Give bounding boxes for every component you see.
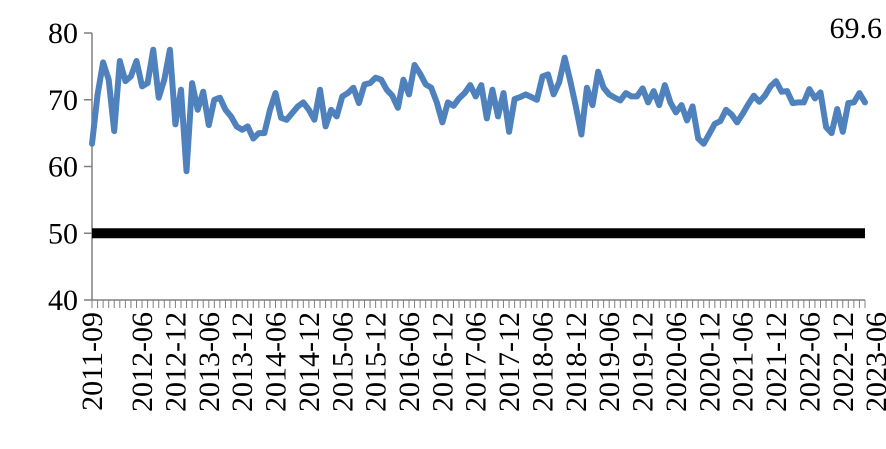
x-tick-label: 2018-06 — [526, 312, 559, 412]
x-tick-label: 2015-12 — [360, 312, 393, 412]
x-tick-label: 2022-12 — [827, 312, 860, 412]
x-tick-label: 2013-06 — [193, 312, 226, 412]
x-tick-label: 2015-06 — [326, 312, 359, 412]
x-tick-label: 2017-06 — [460, 312, 493, 412]
x-tick-label: 2020-06 — [660, 312, 693, 412]
x-tick-label: 2017-12 — [493, 312, 526, 412]
x-tick-label: 2018-12 — [560, 312, 593, 412]
x-tick-label: 2019-12 — [627, 312, 660, 412]
last-value-label: 69.6 — [830, 12, 883, 45]
y-tick-label: 80 — [48, 17, 78, 50]
x-tick-label: 2012-06 — [126, 312, 159, 412]
x-tick-label: 2021-12 — [760, 312, 793, 412]
y-axis: 40 50 60 70 80 — [48, 17, 93, 317]
x-tick-label: 2021-06 — [727, 312, 760, 412]
series-layer — [89, 46, 868, 239]
x-tick-label: 2011-09 — [76, 312, 109, 411]
x-tick-label: 2023-06 — [860, 312, 886, 412]
y-tick-label: 40 — [48, 284, 78, 317]
main-series-line — [89, 46, 868, 175]
x-tick-label: 2014-12 — [293, 312, 326, 412]
y-tick-label: 60 — [48, 151, 78, 184]
x-tick-label: 2022-06 — [793, 312, 826, 412]
x-tick-label: 2012-12 — [159, 312, 192, 412]
x-tick-label: 2014-06 — [260, 312, 293, 412]
x-tick-label: 2019-06 — [593, 312, 626, 412]
y-tick-label: 70 — [48, 84, 78, 117]
x-tick-label: 2013-12 — [226, 312, 259, 412]
y-tick-label: 50 — [48, 217, 78, 250]
x-tick-label: 2016-06 — [393, 312, 426, 412]
x-tick-label: 2020-12 — [693, 312, 726, 412]
x-tick-label: 2016-12 — [426, 312, 459, 412]
x-axis: 2011-09 2012-06 2012-12 2013-06 2013-12 2014-… — [76, 299, 886, 412]
